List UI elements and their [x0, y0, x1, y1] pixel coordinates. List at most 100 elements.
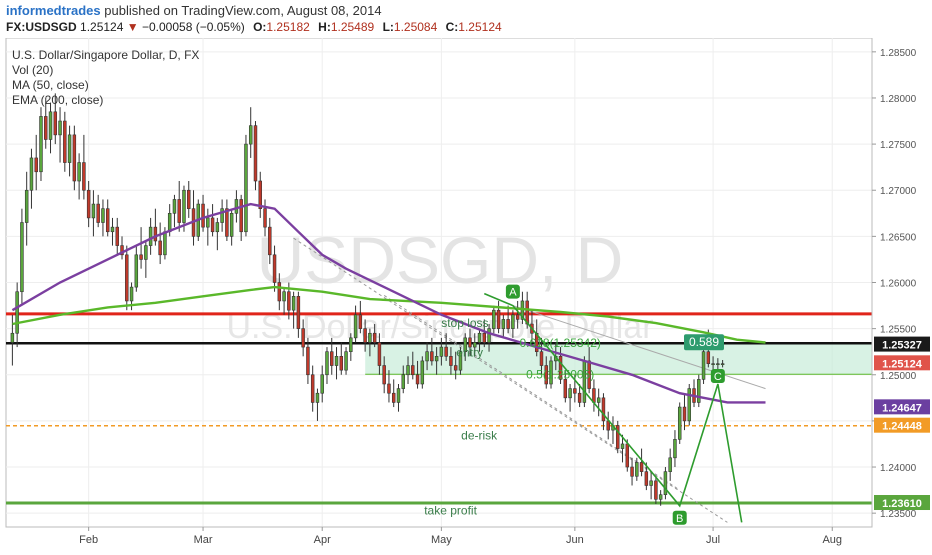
pattern-label-A: A: [509, 287, 517, 299]
candle-body: [668, 457, 672, 472]
candle-body: [296, 296, 301, 329]
chart-area[interactable]: USDSGD, D U.S. Dollar/Singapore Dollar A…: [0, 37, 932, 550]
candle-body: [458, 351, 463, 371]
candle-body: [110, 226, 115, 233]
price-tick-label: 1.27500: [880, 140, 917, 151]
candle-body: [339, 356, 344, 371]
time-axis[interactable]: Feb Mar Apr May Jun Jul Aug: [6, 526, 872, 546]
moving-averages: [11, 202, 766, 404]
time-tick-label: Aug: [822, 534, 842, 546]
candle-body: [105, 208, 110, 233]
time-tick-label: Feb: [79, 534, 98, 546]
candle-body: [677, 406, 682, 440]
price-tick-label: 1.27000: [880, 186, 917, 197]
ma-50-line: [11, 202, 766, 404]
candle-body: [601, 397, 606, 422]
candle-body: [72, 134, 77, 182]
price-tick-label: 1.25000: [880, 371, 917, 382]
candle-body: [487, 328, 491, 343]
open-value: 1.25182: [266, 20, 310, 34]
price-axis-bg: [872, 38, 932, 527]
close-label: C:: [445, 20, 459, 34]
candle-body: [163, 231, 167, 256]
ohlc-line: FX:USDSGD 1.25124 ▼ −0.00058 (−0.05%) O:…: [6, 20, 502, 34]
candle-body: [687, 388, 691, 422]
candle-body: [15, 291, 19, 334]
candle-body: [411, 365, 415, 376]
candle-body: [635, 462, 639, 477]
candle-body: [291, 296, 296, 311]
published-text: published on TradingView.com, August 08,…: [104, 3, 382, 18]
candle-body: [20, 222, 24, 293]
time-tick-label: May: [431, 534, 452, 546]
candle-body: [496, 309, 501, 329]
candle-body: [587, 360, 591, 389]
candle-body: [573, 388, 577, 394]
candle-body: [506, 319, 510, 329]
candle-body: [415, 374, 420, 385]
candle-body: [153, 226, 158, 242]
candle-body: [568, 388, 572, 399]
symbol-label: FX:USDSGD: [6, 20, 77, 34]
candle-body: [220, 208, 224, 223]
price-axis[interactable]: 1.28500 1.28000 1.27500 1.27000 1.26500 1.260…: [871, 38, 932, 527]
candle-body: [239, 199, 243, 233]
time-tick-label: Jun: [566, 534, 584, 546]
candle-body: [434, 356, 439, 362]
candle-body: [353, 314, 358, 339]
price-tick-label: 1.23500: [880, 509, 917, 520]
pattern-label-C: C: [714, 371, 722, 383]
candle-body: [167, 213, 172, 233]
candle-body: [430, 351, 434, 362]
annotation-label: 0.618(1.25342): [520, 336, 601, 350]
candle-body: [272, 254, 277, 283]
candle-body: [63, 120, 67, 163]
candle-body: [268, 226, 272, 256]
candlestick-chart[interactable]: USDSGD, D U.S. Dollar/Singapore Dollar A…: [0, 37, 932, 550]
candle-body: [210, 217, 215, 233]
candle-body: [234, 199, 239, 214]
annotations: 0.618(1.25342) 0.5(1.25005) stop loss entry…: [424, 316, 601, 517]
candle-body: [334, 356, 339, 366]
annotation-label: entry: [456, 346, 483, 360]
candle-body: [310, 374, 315, 403]
candle-body: [625, 443, 630, 468]
legend-ema: EMA (200, close): [12, 93, 103, 107]
candle-body: [86, 189, 91, 219]
candle-body: [201, 203, 205, 228]
close-value: 1.25124: [458, 20, 502, 34]
author-link[interactable]: informedtrades: [6, 3, 101, 18]
pattern-point-C: [710, 368, 725, 383]
candle-body: [368, 332, 372, 343]
price-badge: [874, 495, 930, 511]
candle-body: [358, 314, 363, 329]
abc-pattern: A B C 0.589: [483, 284, 743, 525]
candle-body: [620, 443, 625, 449]
candle-body: [644, 471, 649, 486]
candle-body: [263, 208, 267, 228]
price-tick-label: 1.28000: [880, 94, 917, 105]
candle-body: [391, 392, 396, 403]
candle-body: [716, 363, 720, 365]
candle-body: [463, 337, 467, 352]
price-tick-label: 1.28500: [880, 48, 917, 59]
candle-body: [115, 226, 119, 246]
candle-body: [549, 360, 553, 385]
candle-body: [616, 425, 620, 449]
candle-body: [77, 162, 81, 182]
candle-body: [425, 351, 429, 362]
watermark-symbol: USDSGD, D: [257, 223, 624, 297]
candle-body: [663, 471, 668, 496]
candle-body: [482, 332, 487, 343]
candle-body: [258, 180, 262, 209]
fib-ratio-label: 0.589: [689, 335, 719, 349]
price-tick-label: 1.26500: [880, 232, 917, 243]
candle-body: [630, 466, 634, 477]
candle-body: [515, 314, 520, 320]
annotation-label: stop loss: [441, 316, 488, 330]
candle-body: [473, 342, 477, 348]
candle-body: [282, 291, 286, 302]
candle-body: [544, 365, 548, 385]
low-label: L:: [382, 20, 394, 34]
price-badge-label: 1.24448: [882, 421, 922, 433]
